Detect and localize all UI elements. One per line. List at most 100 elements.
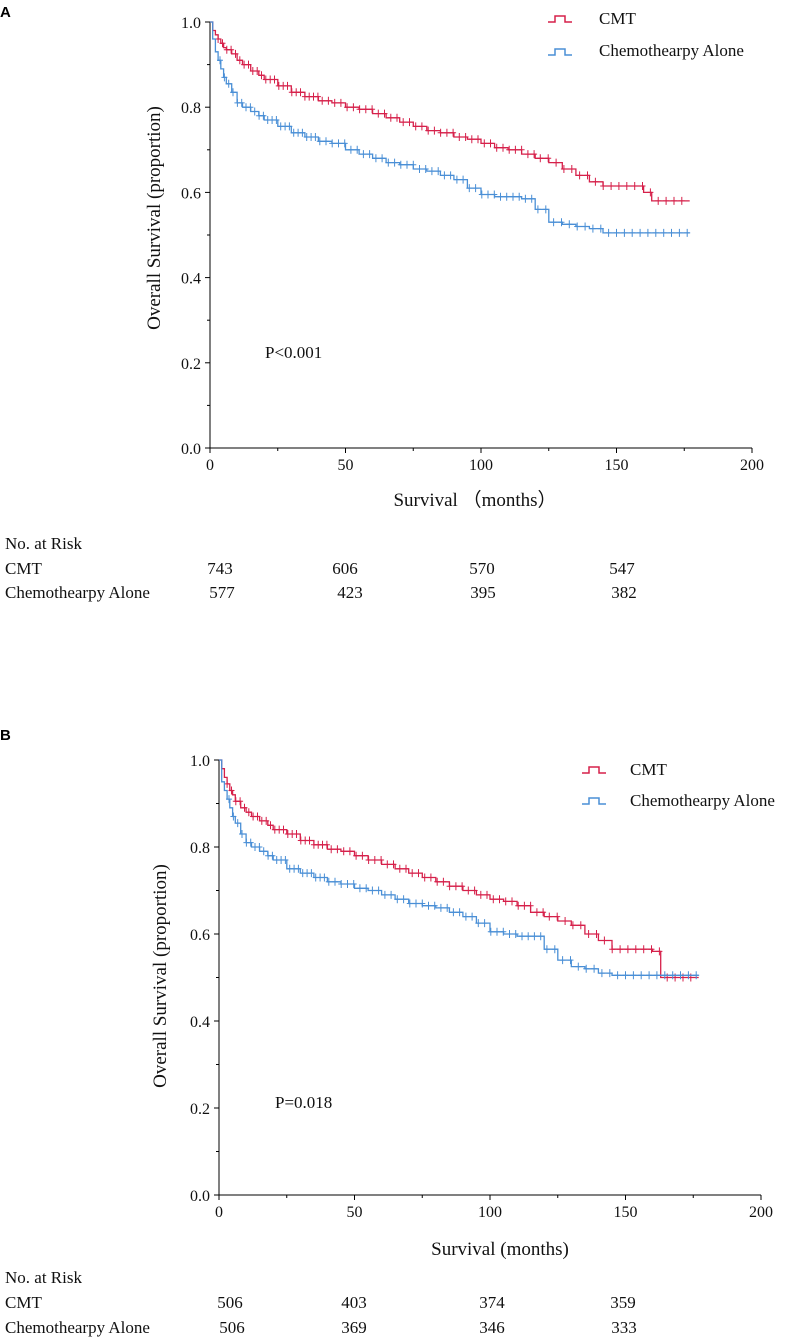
censor-mark-cmt [502, 897, 509, 906]
survival-curve-cmt [219, 759, 699, 979]
censor-mark-chemo [435, 167, 442, 176]
censor-mark-cmt [427, 873, 434, 882]
censor-mark-chemo [558, 218, 565, 227]
censor-mark-chemo [494, 927, 500, 936]
censor-mark-chemo [350, 880, 357, 888]
censor-mark-chemo [450, 908, 457, 917]
risk-row-label-chemo: Chemothearpy Alone [5, 583, 150, 602]
risk-value: 506 [219, 1318, 245, 1337]
censor-mark-chemo [269, 851, 276, 860]
censor-mark-cmt [369, 105, 376, 114]
censor-mark-cmt [609, 945, 616, 954]
censor-mark-chemo [295, 864, 302, 873]
censor-mark-cmt [344, 103, 351, 112]
censor-mark-chemo [550, 218, 557, 227]
censor-mark-cmt [475, 135, 481, 144]
censor-mark-cmt [450, 128, 457, 137]
censor-mark-cmt [400, 118, 407, 127]
censor-mark-cmt [600, 182, 607, 190]
censor-mark-chemo [363, 884, 370, 893]
censor-mark-cmt [554, 912, 561, 921]
risk-value: 606 [332, 559, 358, 578]
censor-mark-chemo [413, 899, 419, 908]
risk-table-title: No. at Risk [5, 534, 82, 553]
censor-mark-cmt [371, 856, 378, 864]
censor-mark-chemo [677, 971, 684, 980]
censor-mark-chemo [260, 847, 267, 856]
censor-mark-chemo [614, 971, 621, 980]
censor-mark-cmt [219, 39, 226, 48]
censor-mark-chemo [487, 927, 494, 936]
censor-mark-chemo [428, 167, 435, 176]
censor-mark-chemo [542, 205, 549, 214]
censor-mark-chemo [444, 903, 451, 912]
censor-mark-chemo [516, 192, 523, 201]
panel-a: A Overall Survival (proportion) Survival… [0, 4, 764, 602]
censor-mark-cmt [254, 67, 261, 75]
x-tick-label: 100 [469, 457, 493, 474]
censor-mark-cmt [456, 133, 463, 141]
censor-mark-chemo [251, 107, 258, 116]
censor-mark-cmt [512, 145, 519, 154]
panel-label: B [0, 727, 11, 744]
censor-mark-cmt [228, 45, 235, 54]
censor-mark-cmt [215, 35, 222, 43]
censor-mark-chemo [519, 932, 525, 941]
censor-mark-chemo [453, 175, 460, 184]
y-tick-label: 1.0 [181, 15, 201, 32]
censor-mark-chemo [406, 899, 413, 908]
censor-mark-chemo [239, 830, 245, 838]
censor-mark-chemo [591, 964, 598, 973]
censor-mark-chemo [335, 139, 342, 148]
censor-mark-cmt [655, 196, 662, 205]
censor-mark-cmt [412, 122, 419, 131]
censor-mark-chemo [503, 192, 510, 201]
legend-item-chemo: Chemothearpy Alone [582, 791, 775, 810]
censor-mark-cmt [241, 803, 248, 812]
censor-mark-cmt [631, 182, 638, 190]
censor-mark-cmt [624, 945, 631, 954]
censor-mark-chemo [660, 228, 667, 237]
censor-mark-chemo [329, 139, 336, 148]
censor-mark-chemo [676, 228, 683, 237]
x-tick-label: 0 [215, 1204, 223, 1221]
censor-mark-chemo [574, 222, 581, 231]
censor-mark-chemo [388, 890, 395, 899]
legend-label-cmt: CMT [630, 760, 667, 779]
censor-mark-chemo [299, 128, 306, 137]
censor-mark-chemo [637, 228, 644, 237]
censor-mark-cmt [493, 143, 500, 152]
legend-swatch-chemo [548, 48, 572, 56]
legend-label-cmt: CMT [599, 9, 636, 28]
censor-mark-chemo [462, 912, 469, 921]
censor-mark-cmt [232, 49, 239, 58]
risk-row-label-cmt: CMT [5, 559, 42, 578]
censor-mark-cmt [484, 890, 490, 899]
x-axis-title: Survival (months) [431, 1239, 569, 1260]
censor-mark-cmt [592, 177, 599, 186]
risk-value: 333 [611, 1318, 637, 1337]
censor-mark-cmt [527, 901, 534, 910]
censor-mark-chemo [404, 160, 410, 169]
risk-value: 577 [209, 583, 235, 602]
x-tick-label: 150 [605, 457, 629, 474]
risk-value: 506 [217, 1293, 243, 1312]
censor-mark-cmt [245, 808, 252, 817]
censor-mark-cmt [524, 150, 531, 159]
x-tick-label: 200 [740, 457, 764, 474]
censor-mark-cmt [284, 81, 291, 90]
censor-mark-cmt [465, 886, 472, 895]
censor-mark-cmt [359, 851, 366, 860]
censor-mark-cmt [521, 901, 528, 910]
censor-mark-chemo [597, 224, 604, 233]
censor-mark-cmt [237, 797, 244, 806]
risk-value: 374 [479, 1293, 505, 1312]
censor-mark-cmt [540, 908, 547, 917]
censor-mark-chemo [685, 971, 692, 980]
censor-mark-chemo [416, 165, 423, 173]
censor-mark-chemo [613, 228, 620, 237]
censor-mark-cmt [515, 901, 522, 910]
censor-mark-chemo [646, 971, 653, 980]
survival-curve-cmt [210, 21, 690, 202]
risk-value: 423 [337, 583, 363, 602]
